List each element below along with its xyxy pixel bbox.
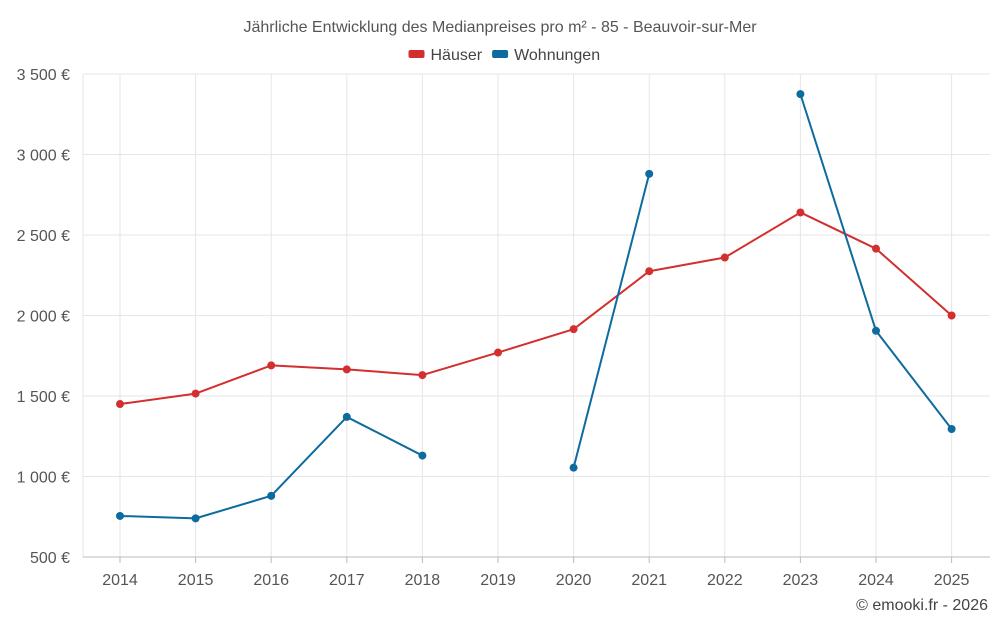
data-point[interactable] <box>494 348 502 357</box>
legend-label: Häuser <box>431 47 483 64</box>
x-tick-label: 2021 <box>631 572 667 589</box>
data-point[interactable] <box>947 311 956 320</box>
y-tick-label: 500 € <box>30 550 70 567</box>
x-tick-label: 2018 <box>405 572 441 589</box>
data-point[interactable] <box>342 365 351 374</box>
data-point[interactable] <box>947 425 956 434</box>
x-tick-label: 2015 <box>178 572 214 589</box>
y-tick-label: 3 500 € <box>17 67 70 84</box>
x-tick-label: 2020 <box>556 572 592 589</box>
series-häuser <box>116 208 956 409</box>
data-point[interactable] <box>872 244 880 253</box>
y-axis: 500 € 1 000 € 1 500 € 2 000 € 2 500 € 3 000 €… <box>17 67 70 567</box>
y-tick-label: 2 000 € <box>17 309 70 326</box>
data-point[interactable] <box>116 400 124 409</box>
data-point[interactable] <box>645 169 654 178</box>
y-tick-label: 3 000 € <box>17 148 70 165</box>
legend-swatch <box>492 50 509 58</box>
data-point[interactable] <box>645 267 654 276</box>
legend-item-häuser[interactable]: Häuser <box>408 47 483 64</box>
data-point[interactable] <box>191 514 200 523</box>
legend: Häuser Wohnungen <box>408 47 600 64</box>
series-layer <box>116 90 956 523</box>
series-wohnungen <box>116 90 956 523</box>
x-tick-label: 2024 <box>858 572 894 589</box>
data-point[interactable] <box>191 389 200 398</box>
data-point[interactable] <box>267 361 276 370</box>
x-tick-label: 2017 <box>329 572 365 589</box>
x-tick-label: 2023 <box>783 572 819 589</box>
data-point[interactable] <box>267 491 276 500</box>
data-point[interactable] <box>569 463 578 472</box>
x-axis: 2014 2015 2016 2017 2018 2019 2020 2021 2022 2023… <box>83 556 990 589</box>
grid <box>82 73 990 558</box>
x-tick-label: 2014 <box>102 572 138 589</box>
legend-label: Wohnungen <box>514 47 600 64</box>
data-point[interactable] <box>569 325 578 334</box>
data-point[interactable] <box>418 451 427 460</box>
data-point[interactable] <box>872 326 880 335</box>
data-point[interactable] <box>720 253 729 262</box>
chart-title: Jährliche Entwicklung des Medianpreises … <box>243 19 757 36</box>
series-line <box>572 173 651 468</box>
x-tick-label: 2022 <box>707 572 743 589</box>
x-tick-label: 2019 <box>480 572 516 589</box>
credit-text: © emooki.fr - 2026 <box>856 597 988 614</box>
y-tick-label: 2 500 € <box>17 228 70 245</box>
data-point[interactable] <box>418 371 427 380</box>
data-point[interactable] <box>796 208 805 217</box>
legend-item-wohnungen[interactable]: Wohnungen <box>492 47 600 64</box>
y-tick-label: 1 000 € <box>17 470 70 487</box>
series-line <box>119 211 953 406</box>
data-point[interactable] <box>796 90 805 99</box>
data-point[interactable] <box>342 412 351 421</box>
legend-swatch <box>408 50 425 58</box>
x-tick-label: 2025 <box>934 572 970 589</box>
y-tick-label: 1 500 € <box>17 389 70 406</box>
data-point[interactable] <box>116 511 124 520</box>
x-tick-label: 2016 <box>253 572 289 589</box>
